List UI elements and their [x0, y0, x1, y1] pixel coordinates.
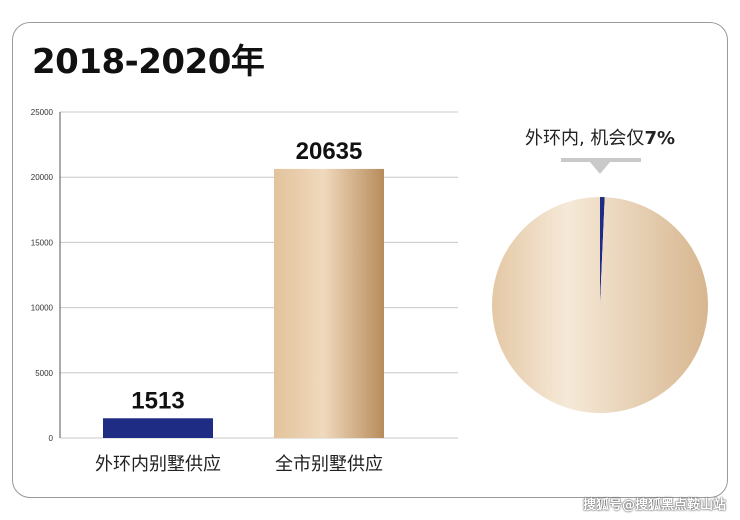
y-tick-label: 15000: [31, 238, 54, 247]
pointer-arrow: [590, 162, 610, 174]
x-tick-label: 外环内别墅供应: [95, 454, 221, 475]
data-label: 20635: [296, 138, 363, 165]
pie-slice: [491, 197, 708, 414]
pointer-bar: [561, 158, 641, 162]
pie-annotation-prefix: 外环内, 机会仅: [525, 128, 644, 149]
page-title: 2018-2020年: [32, 42, 265, 82]
pie-slice: [600, 197, 605, 305]
y-tick-label: 0: [49, 434, 54, 443]
x-tick-label: 全市别墅供应: [275, 454, 383, 475]
bar: [103, 418, 213, 438]
y-tick-label: 5000: [35, 369, 53, 378]
pie-annotation-value: 7%: [644, 128, 675, 149]
y-tick-label: 25000: [31, 108, 54, 117]
watermark: 搜狐号@搜狐黑点鞍山站: [582, 498, 726, 513]
y-tick-label: 20000: [31, 173, 54, 182]
bar: [274, 168, 384, 438]
bar-chart: 0 5000 10000 15000 20000 25000 1513 外环内别墅供应 2063…: [31, 108, 458, 475]
pie-chart: 外环内, 机会仅7%: [491, 128, 708, 414]
pie-annotation: 外环内, 机会仅7%: [525, 128, 675, 149]
data-label: 1513: [131, 387, 184, 414]
y-tick-label: 10000: [31, 304, 54, 313]
